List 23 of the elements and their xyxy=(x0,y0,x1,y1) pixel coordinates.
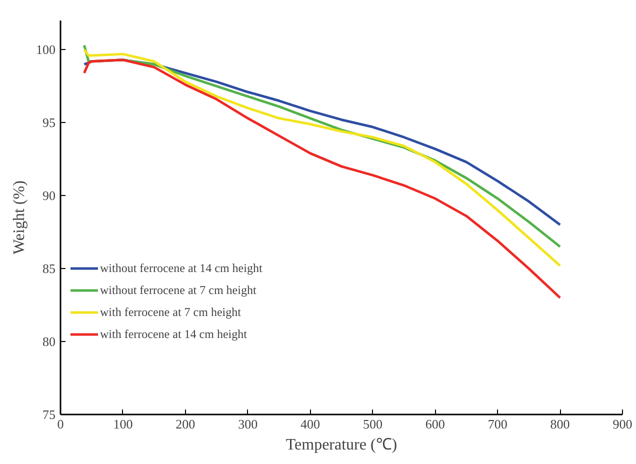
x-axis-title: Temperature (℃) xyxy=(286,436,398,454)
y-tick-label: 75 xyxy=(42,407,56,422)
x-tick-label: 100 xyxy=(113,416,133,432)
legend-label: without ferrocene at 14 cm height xyxy=(100,260,262,276)
x-tick-label: 700 xyxy=(488,416,508,432)
legend-label: without ferrocene at 7 cm height xyxy=(100,282,256,298)
y-tick-label: 85 xyxy=(42,261,56,276)
x-tick-label: 500 xyxy=(362,416,382,432)
legend-label: with ferrocene at 7 cm height xyxy=(100,304,241,320)
y-axis-title: Weight (%) xyxy=(11,180,28,254)
x-tick-label: 200 xyxy=(176,416,196,432)
x-tick-label: 900 xyxy=(612,416,632,432)
y-tick-label: 100 xyxy=(36,42,56,58)
x-tick-label: 0 xyxy=(57,416,64,432)
y-tick-label: 80 xyxy=(42,334,56,350)
x-tick-label: 800 xyxy=(550,416,570,432)
y-tick-label: 95 xyxy=(42,115,56,130)
x-tick-label: 300 xyxy=(238,416,258,432)
y-tick-label: 90 xyxy=(42,188,56,204)
line-series xyxy=(82,58,562,300)
x-tick-label: 400 xyxy=(300,416,320,432)
legend-label: with ferrocene at 14 cm height xyxy=(100,326,247,342)
x-tick-label: 600 xyxy=(425,416,445,432)
